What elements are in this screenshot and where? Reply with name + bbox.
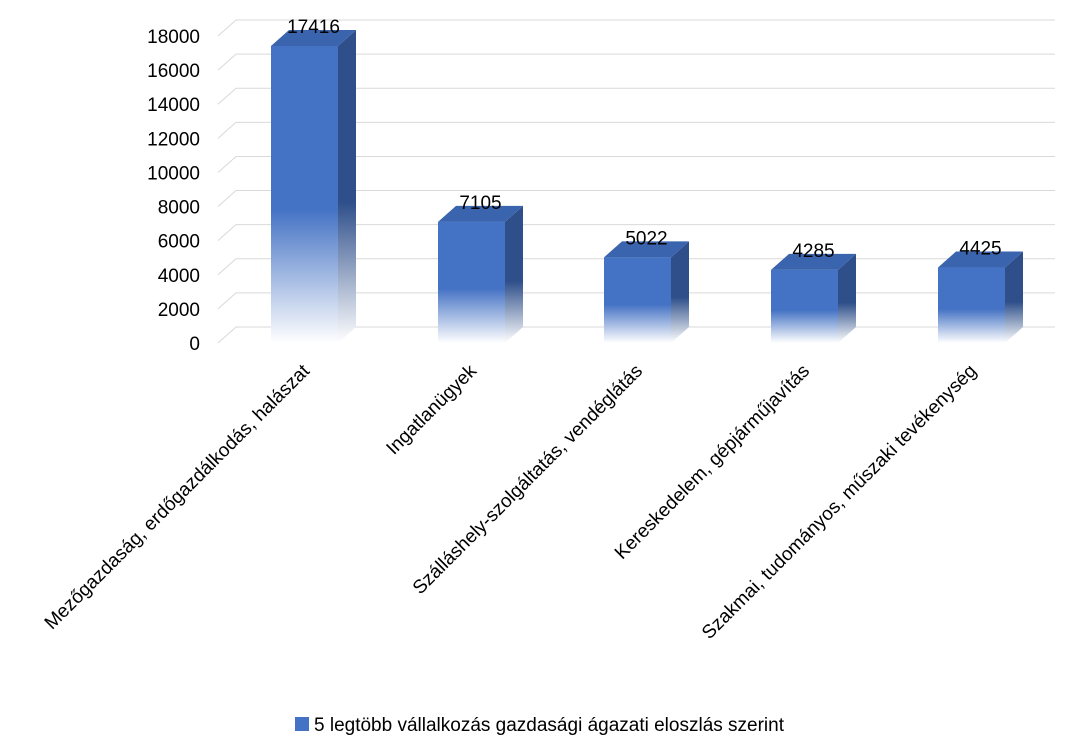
bars: 17416 7105 5022 4285 4425 <box>271 17 1023 343</box>
gridline <box>217 53 1055 71</box>
data-label: 4425 <box>959 239 1001 260</box>
gridline <box>217 19 1055 37</box>
data-label: 7105 <box>459 193 501 214</box>
x-tick-label: Szakmai, tudományos, műszaki tevékenység <box>698 361 981 644</box>
y-tick-label: 16000 <box>147 61 200 82</box>
y-tick-label: 4000 <box>158 266 200 287</box>
x-tick-label: Ingatlanügyek <box>383 360 482 459</box>
y-tick-label: 18000 <box>147 27 200 48</box>
data-label: 17416 <box>287 17 340 38</box>
gridline <box>217 155 1055 173</box>
y-axis: 0 2000 4000 6000 8000 10000 12000 14000 16000 180… <box>147 27 200 355</box>
y-tick-label: 12000 <box>147 129 200 150</box>
bar-front <box>271 45 338 343</box>
legend: 5 legtöbb vállalkozás gazdasági ágazati … <box>295 715 785 736</box>
legend-label: 5 legtöbb vállalkozás gazdasági ágazati … <box>314 715 785 736</box>
bar-side <box>838 253 856 343</box>
y-tick-label: 2000 <box>158 300 200 321</box>
bar-side <box>505 205 523 343</box>
bar-front <box>938 267 1005 343</box>
gridline <box>217 87 1055 105</box>
bar <box>604 241 689 343</box>
bar-side <box>338 29 356 343</box>
x-tick-label: Kereskedelem, gépjárműjavítás <box>611 361 814 564</box>
bar <box>771 253 856 343</box>
bar-front <box>604 257 671 343</box>
y-tick-label: 0 <box>189 334 200 355</box>
bar-front <box>438 221 505 343</box>
gridline <box>217 121 1055 139</box>
y-tick-label: 8000 <box>158 198 200 219</box>
y-tick-label: 6000 <box>158 232 200 253</box>
legend-swatch <box>295 717 309 731</box>
data-label: 4285 <box>792 241 834 262</box>
bar <box>438 205 523 343</box>
gridline <box>217 258 1055 276</box>
gridline <box>217 224 1055 242</box>
bar <box>271 29 356 343</box>
gridline <box>217 190 1055 207</box>
gridlines <box>217 19 1055 344</box>
data-label: 5022 <box>625 228 667 249</box>
bar-front <box>771 269 838 343</box>
bar-top <box>604 241 689 258</box>
y-tick-label: 10000 <box>147 163 200 184</box>
bar-side <box>1005 251 1023 343</box>
bar <box>938 251 1023 343</box>
bar-top <box>271 29 356 46</box>
bar-top <box>938 251 1023 268</box>
bar-top <box>771 253 856 270</box>
y-tick-label: 14000 <box>147 95 200 116</box>
bar-top <box>438 205 523 222</box>
bar-side <box>671 241 689 343</box>
x-tick-label: Mezőgazdaság, erdőgazdálkodás, halászat <box>41 360 315 634</box>
x-axis: Mezőgazdaság, erdőgazdálkodás, halászat I… <box>41 360 981 643</box>
